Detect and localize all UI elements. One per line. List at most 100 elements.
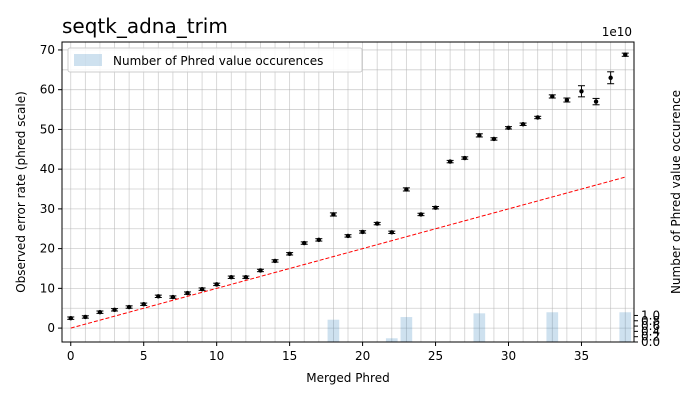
point-marker bbox=[126, 304, 132, 310]
occurrence-bar bbox=[546, 312, 559, 342]
y2-tick-label: 0.4 bbox=[641, 324, 660, 338]
data-point bbox=[548, 94, 556, 99]
data-point bbox=[461, 155, 469, 161]
point-marker bbox=[374, 221, 380, 226]
data-point bbox=[344, 233, 352, 239]
y-axis-label: Observed error rate (phred scale) bbox=[14, 91, 28, 293]
data-point bbox=[140, 302, 148, 307]
point-marker bbox=[623, 52, 628, 57]
data-point bbox=[621, 52, 629, 57]
point-marker bbox=[593, 99, 599, 104]
data-point bbox=[183, 290, 191, 296]
data-point bbox=[271, 258, 279, 264]
data-point bbox=[315, 237, 323, 243]
point-marker bbox=[491, 136, 497, 142]
x-axis-ticks: 0 5 10 15 20 25 30 35 bbox=[67, 342, 589, 363]
data-point bbox=[154, 294, 162, 299]
y-axis-ticks: 0 10 20 30 40 50 60 70 bbox=[40, 43, 62, 335]
data-point bbox=[81, 314, 89, 320]
x-tick-label: 0 bbox=[67, 349, 75, 363]
point-marker bbox=[404, 187, 409, 192]
point-marker bbox=[520, 122, 526, 127]
point-marker bbox=[97, 309, 103, 315]
legend: Number of Phred value occurences bbox=[67, 47, 363, 73]
data-point bbox=[169, 294, 177, 300]
y-tick-label: 50 bbox=[40, 122, 55, 136]
point-marker bbox=[287, 251, 292, 256]
data-point bbox=[417, 212, 425, 217]
y-tick-label: 40 bbox=[40, 162, 55, 176]
data-point bbox=[125, 304, 133, 310]
error-rate-points bbox=[67, 52, 629, 321]
point-marker bbox=[433, 205, 438, 210]
data-point bbox=[242, 275, 250, 280]
data-point bbox=[388, 230, 396, 235]
point-marker bbox=[506, 125, 511, 131]
data-point bbox=[256, 268, 264, 273]
legend-label: Number of Phred value occurences bbox=[113, 54, 323, 68]
x-tick-label: 15 bbox=[282, 349, 297, 363]
point-marker bbox=[243, 275, 249, 280]
data-point bbox=[505, 125, 513, 131]
point-marker bbox=[331, 212, 336, 217]
y-tick-label: 0 bbox=[47, 321, 55, 335]
point-marker bbox=[550, 94, 555, 99]
x-axis-label: Merged Phred bbox=[306, 371, 389, 385]
y-tick-label: 60 bbox=[40, 83, 55, 97]
data-point bbox=[286, 251, 294, 256]
y-tick-label: 10 bbox=[40, 281, 55, 295]
point-marker bbox=[477, 133, 482, 138]
data-point bbox=[96, 309, 104, 315]
chart-title: seqtk_adna_trim bbox=[62, 14, 228, 38]
point-marker bbox=[156, 294, 161, 299]
data-point bbox=[519, 122, 527, 127]
y2-tick-label: 0.2 bbox=[641, 330, 660, 344]
point-marker bbox=[214, 282, 219, 287]
occurrence-bar bbox=[619, 312, 632, 342]
x-tick-label: 20 bbox=[355, 349, 370, 363]
data-point bbox=[563, 97, 571, 103]
point-marker bbox=[535, 115, 540, 120]
data-point bbox=[227, 275, 235, 280]
data-point bbox=[359, 229, 367, 235]
y-tick-label: 20 bbox=[40, 242, 55, 256]
point-marker bbox=[170, 294, 176, 300]
y2-tick-label: 0.0 bbox=[641, 335, 660, 349]
data-point bbox=[300, 240, 308, 246]
data-point bbox=[213, 282, 221, 287]
grid bbox=[62, 42, 634, 342]
occurrence-bar bbox=[385, 338, 398, 342]
y2-axis-label: Number of Phred value occurence bbox=[669, 90, 683, 294]
point-marker bbox=[83, 314, 88, 320]
y2-tick-label: 0.8 bbox=[641, 314, 660, 328]
point-marker bbox=[185, 290, 190, 296]
point-marker bbox=[199, 286, 205, 292]
point-marker bbox=[141, 302, 146, 307]
point-marker bbox=[316, 237, 322, 243]
legend-swatch bbox=[74, 54, 102, 66]
data-point bbox=[373, 221, 381, 226]
x-tick-label: 25 bbox=[428, 349, 443, 363]
data-point bbox=[577, 85, 585, 98]
right-axis-offset-label: 1e10 bbox=[602, 25, 632, 39]
point-marker bbox=[258, 268, 263, 273]
data-point bbox=[402, 187, 410, 192]
data-point bbox=[607, 71, 615, 85]
x-tick-label: 35 bbox=[574, 349, 589, 363]
x-tick-label: 5 bbox=[140, 349, 148, 363]
point-marker bbox=[68, 315, 73, 321]
legend-box bbox=[67, 47, 363, 73]
point-marker bbox=[302, 240, 307, 246]
point-marker bbox=[345, 233, 351, 239]
x-tick-label: 10 bbox=[209, 349, 224, 363]
data-point bbox=[329, 212, 337, 217]
point-marker bbox=[389, 230, 394, 235]
data-point bbox=[490, 136, 498, 142]
y2-tick-label: 1.0 bbox=[641, 308, 660, 322]
point-marker bbox=[447, 159, 453, 164]
y-tick-label: 30 bbox=[40, 202, 55, 216]
point-marker bbox=[418, 212, 424, 217]
data-point bbox=[446, 159, 454, 164]
occurrence-bar bbox=[327, 319, 340, 342]
